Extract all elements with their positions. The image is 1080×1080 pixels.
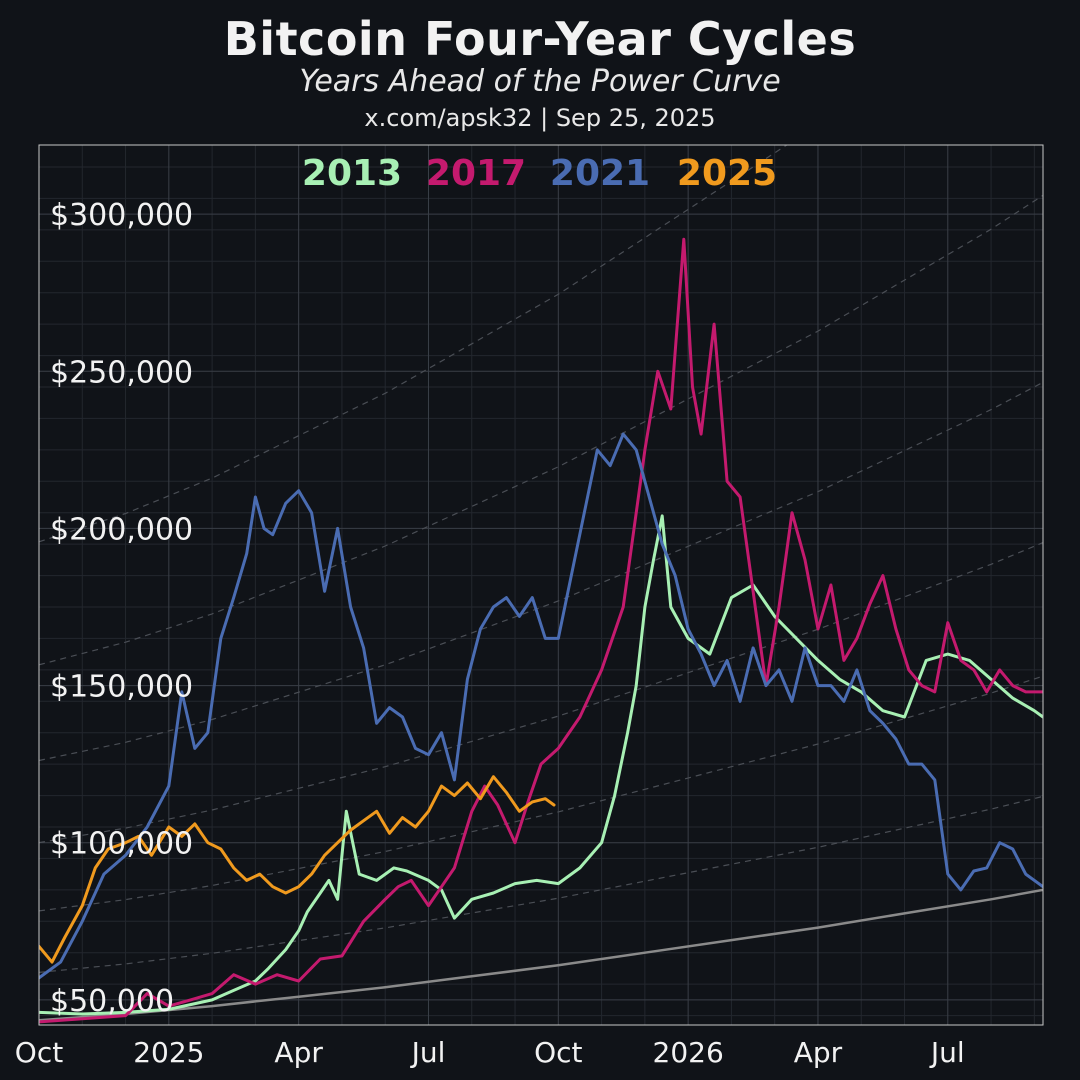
series-line-2021 — [39, 432, 1043, 980]
x-tick-labels: Oct 2025 Apr Jul Oct 2026 Apr Jul — [15, 1036, 965, 1069]
power-band-line — [39, 675, 1043, 912]
x-tick-label: Jul — [410, 1036, 446, 1069]
y-tick-labels: $50,000 $100,000 $150,000 $200,000 $250,000 $… — [50, 198, 193, 1019]
x-tick-label: Oct — [534, 1036, 582, 1069]
chart-credit: x.com/apsk32 | Sep 25, 2025 — [364, 104, 716, 132]
x-tick-label: Jul — [929, 1036, 965, 1069]
plot-frame — [38, 144, 1044, 1026]
y-tick-label: $200,000 — [50, 512, 193, 547]
series-line-2025 — [39, 775, 556, 964]
legend: 2013 2017 2021 2025 — [302, 153, 777, 194]
legend-item-2025: 2025 — [677, 153, 777, 194]
legend-item-2017: 2017 — [426, 153, 526, 194]
power-curve-line — [39, 888, 1043, 1022]
y-tick-label: $100,000 — [50, 827, 193, 862]
x-tick-label: 2025 — [133, 1036, 204, 1069]
power-band-line — [39, 381, 1043, 762]
x-tick-label: Apr — [794, 1036, 843, 1069]
power-band-line — [39, 194, 1043, 666]
series-line-2017 — [39, 237, 1043, 1024]
power-band-line — [39, 795, 1043, 973]
series-line-2013 — [39, 514, 1043, 1016]
chart-title: Bitcoin Four-Year Cycles — [223, 12, 857, 66]
power-band-line — [39, 145, 788, 543]
major-gridlines — [38, 145, 1043, 1025]
legend-item-2013: 2013 — [302, 153, 402, 194]
minor-gridlines — [39, 145, 1043, 1025]
x-tick-label: Apr — [274, 1036, 323, 1069]
y-tick-label: $250,000 — [50, 355, 193, 390]
chart-subtitle: Years Ahead of the Power Curve — [299, 64, 781, 99]
series-lines — [39, 237, 1043, 1024]
y-tick-label: $300,000 — [50, 198, 193, 233]
power-band-line — [39, 542, 1043, 844]
x-tick-label: Oct — [15, 1036, 63, 1069]
x-tick-label: 2026 — [653, 1036, 724, 1069]
legend-item-2021: 2021 — [550, 153, 650, 194]
y-tick-label: $50,000 — [50, 984, 174, 1019]
y-tick-label: $150,000 — [50, 670, 193, 705]
power-curve-bands — [39, 145, 1043, 1022]
